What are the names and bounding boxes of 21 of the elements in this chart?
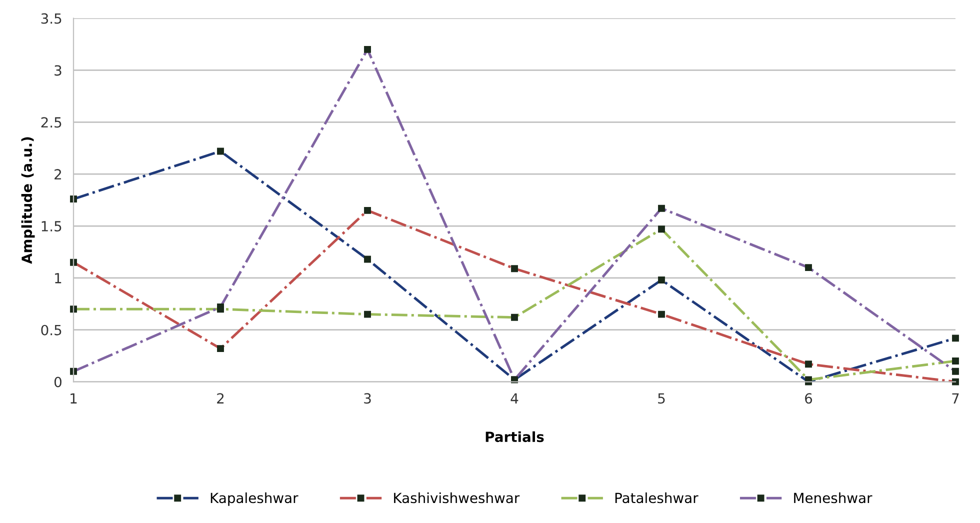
x-tick-label: 3 <box>364 393 371 404</box>
y-tick-label: 1.5 <box>42 221 62 232</box>
y-tick-label: 0.5 <box>41 324 62 336</box>
x-axis-title: Partials <box>486 431 544 442</box>
y-tick-label: 2 <box>54 169 61 180</box>
x-tick-label: 7 <box>952 393 959 404</box>
legend-label: Pataleshwar <box>615 492 698 504</box>
x-tick-label: 1 <box>70 393 77 404</box>
y-axis-title: Amplitude (a.u.) <box>21 137 35 264</box>
y-tick-label: 2.5 <box>41 117 62 128</box>
x-tick-label: 2 <box>217 393 224 404</box>
x-tick-label: 6 <box>805 393 812 404</box>
y-tick-label: 3 <box>54 65 62 76</box>
x-tick-label: 4 <box>510 393 518 404</box>
x-tick-label: 5 <box>658 393 665 404</box>
legend-label: Meneshwar <box>794 492 872 504</box>
legend-label: Kashivishweshwar <box>394 492 520 504</box>
y-tick-label: 3.5 <box>41 13 62 24</box>
legend-label: Kapaleshwar <box>210 492 298 506</box>
y-tick-label: 1 <box>55 273 62 284</box>
y-tick-label: 0 <box>54 376 62 388</box>
